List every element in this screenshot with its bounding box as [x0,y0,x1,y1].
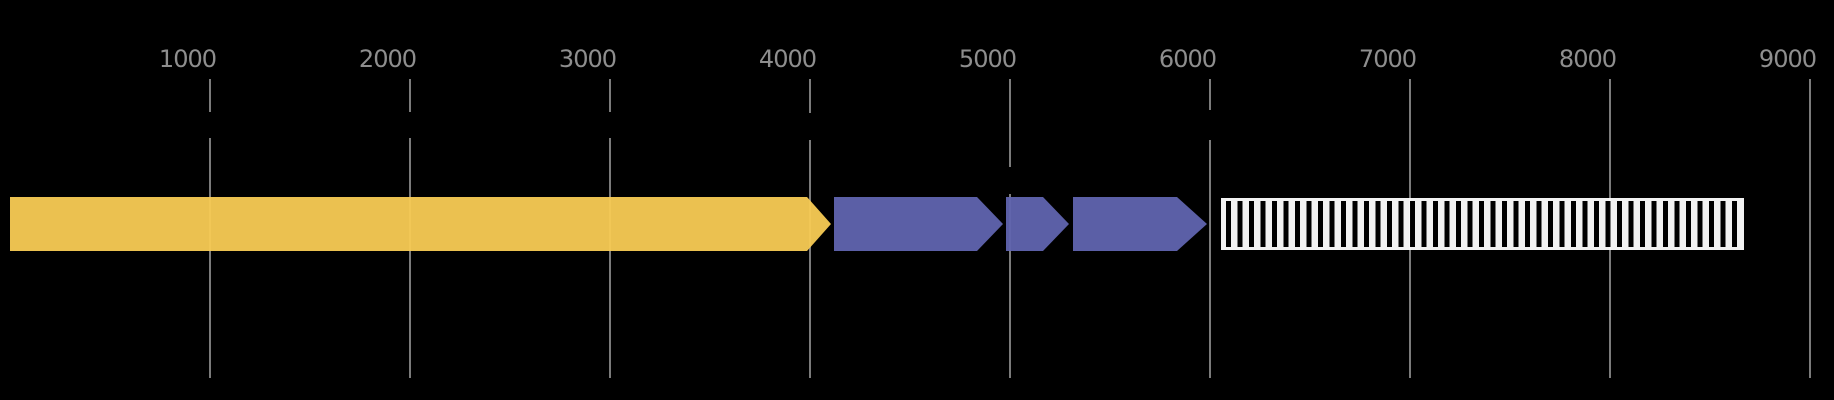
gridline-6000 [1209,79,1211,378]
axis-tick-label-4000: 4000 [758,45,817,73]
axis-tick-label-3000: 3000 [558,45,617,73]
feature-1-arrow [10,197,831,251]
hatch-stripes [1224,201,1741,247]
hidden-label-gap-1000 [207,112,213,138]
feature-2-arrow [834,197,1003,251]
feature-3-arrow [1006,197,1069,251]
hidden-label-gap-6000 [1207,110,1213,140]
hidden-label-gap-3000 [607,112,613,138]
axis-tick-label-9000: 9000 [1758,45,1817,73]
hidden-label-gap-5000 [1007,167,1013,194]
gridline-9000 [1809,79,1811,378]
axis-tick-label-5000: 5000 [958,45,1017,73]
axis-tick-label-1000: 1000 [158,45,217,73]
axis-tick-label-7000: 7000 [1358,45,1417,73]
axis-tick-label-2000: 2000 [358,45,417,73]
axis-tick-label-8000: 8000 [1558,45,1617,73]
feature-5-hatched-box [1221,198,1744,250]
hidden-label-gap-4000 [807,113,813,140]
feature-4-arrow [1073,197,1207,251]
hidden-label-gap-2000 [407,112,413,138]
axis-tick-label-6000: 6000 [1158,45,1217,73]
